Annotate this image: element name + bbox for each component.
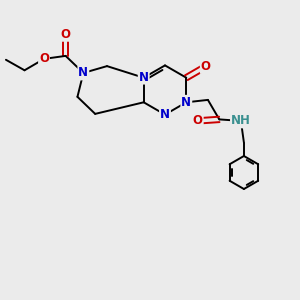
Text: O: O — [39, 52, 49, 65]
Text: N: N — [139, 70, 149, 84]
Text: N: N — [160, 108, 170, 121]
Text: O: O — [61, 28, 70, 41]
Text: NH: NH — [231, 114, 251, 128]
Text: O: O — [201, 60, 211, 73]
Text: N: N — [181, 96, 191, 109]
Text: O: O — [193, 114, 203, 128]
Text: N: N — [78, 66, 88, 80]
